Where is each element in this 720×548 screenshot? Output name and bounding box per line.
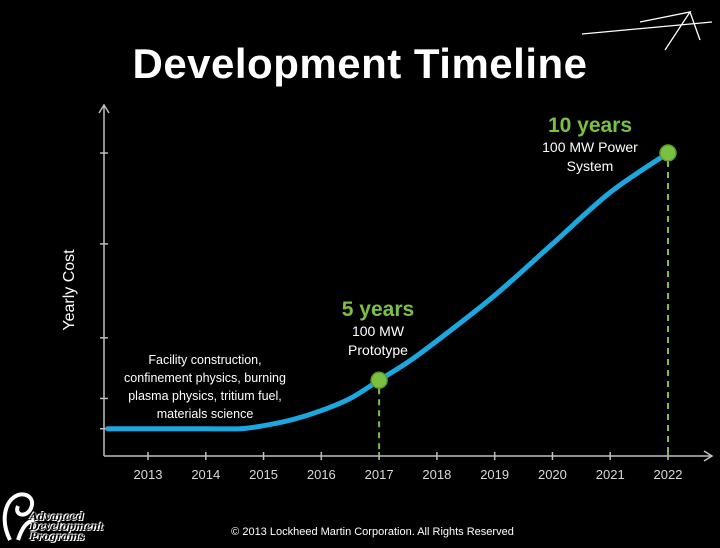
milestone-10-years: 10 years 100 MW Power System <box>520 114 660 176</box>
x-tick-label-2021: 2021 <box>596 467 625 482</box>
milestone-desc: 100 MW Power <box>542 139 638 155</box>
x-axis-arrow <box>703 450 714 462</box>
milestone-desc: Prototype <box>348 342 408 358</box>
milestone-point-1 <box>659 144 677 162</box>
milestone-5-years: 5 years 100 MW Prototype <box>318 298 438 360</box>
x-tick-label-2014: 2014 <box>191 467 220 482</box>
x-tick-label-2016: 2016 <box>307 467 336 482</box>
cost-curve-line <box>105 150 671 432</box>
milestone-label: 10 years <box>547 114 633 137</box>
x-tick-label-2015: 2015 <box>249 467 278 482</box>
milestone-label: 5 years <box>341 298 415 321</box>
annotation-line: Facility construction, <box>148 353 262 367</box>
annotation-line: plasma physics, tritium fuel, <box>128 389 282 403</box>
skunk-logo-icon <box>2 492 35 541</box>
x-tick-label-2017: 2017 <box>365 467 394 482</box>
x-tick-labels: 2013 2014 2015 2016 2017 2018 2019 2020 2021 2022 <box>134 467 683 482</box>
adp-logo-text: Advanced Development Programs <box>30 512 104 543</box>
milestone-points <box>370 144 677 389</box>
annotation-line: confinement physics, burning <box>124 371 286 385</box>
research-annotation: Facility construction, confinement physi… <box>110 351 300 423</box>
annotation-line: materials science <box>156 407 254 421</box>
milestone-guides <box>378 161 669 456</box>
y-axis-label: Yearly Cost <box>61 249 78 331</box>
x-tick-label-2013: 2013 <box>134 467 163 482</box>
lockheed-star-icon <box>581 11 713 51</box>
milestone-desc: System <box>566 158 614 174</box>
milestone-point-0 <box>370 371 388 389</box>
y-axis-arrow <box>98 103 110 114</box>
milestone-desc: 100 MW <box>351 323 405 339</box>
copyright-footer: © 2013 Lockheed Martin Corporation. All … <box>231 526 514 538</box>
x-tick-label-2022: 2022 <box>654 467 683 482</box>
x-tick-label-2020: 2020 <box>538 467 567 482</box>
x-tick-label-2018: 2018 <box>422 467 451 482</box>
x-tick-label-2019: 2019 <box>480 467 509 482</box>
page-title: Development Timeline <box>132 40 588 87</box>
